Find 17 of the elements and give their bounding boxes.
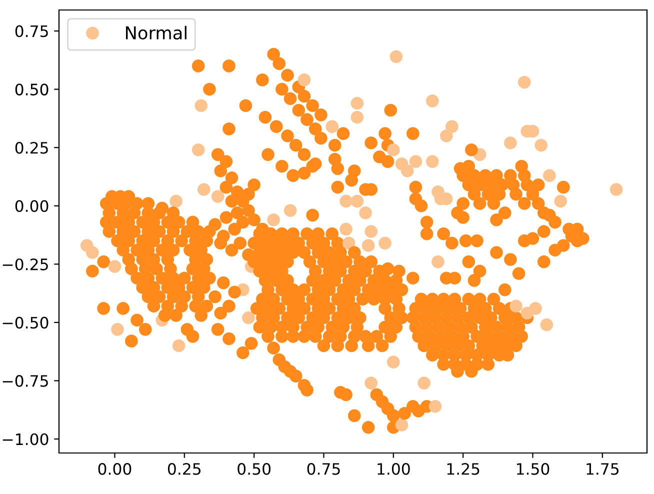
- legend-label: Normal: [126, 26, 186, 40]
- x-tick-label: 1.00: [378, 463, 410, 475]
- x-tick-label: 1.50: [516, 463, 550, 475]
- x-tick-label: 1.25: [447, 463, 480, 475]
- x-tick-label: 0.00: [98, 463, 132, 475]
- y-tick-label: −1.00: [2, 433, 48, 446]
- y-tick-label: 0.50: [15, 84, 48, 96]
- y-tick-label: −0.25: [2, 258, 48, 270]
- y-tick-label: 0.00: [15, 200, 48, 212]
- x-tick-label: 0.75: [307, 463, 340, 475]
- x-tick-label: 0.50: [238, 463, 270, 475]
- y-tick-label: −0.75: [2, 375, 48, 387]
- x-tick-label: 1.75: [586, 463, 619, 475]
- y-tick-label: 0.75: [15, 25, 48, 38]
- x-tick-label: 0.25: [168, 463, 201, 475]
- y-tick-label: 0.25: [15, 142, 48, 154]
- y-tick-label: −0.50: [2, 316, 48, 329]
